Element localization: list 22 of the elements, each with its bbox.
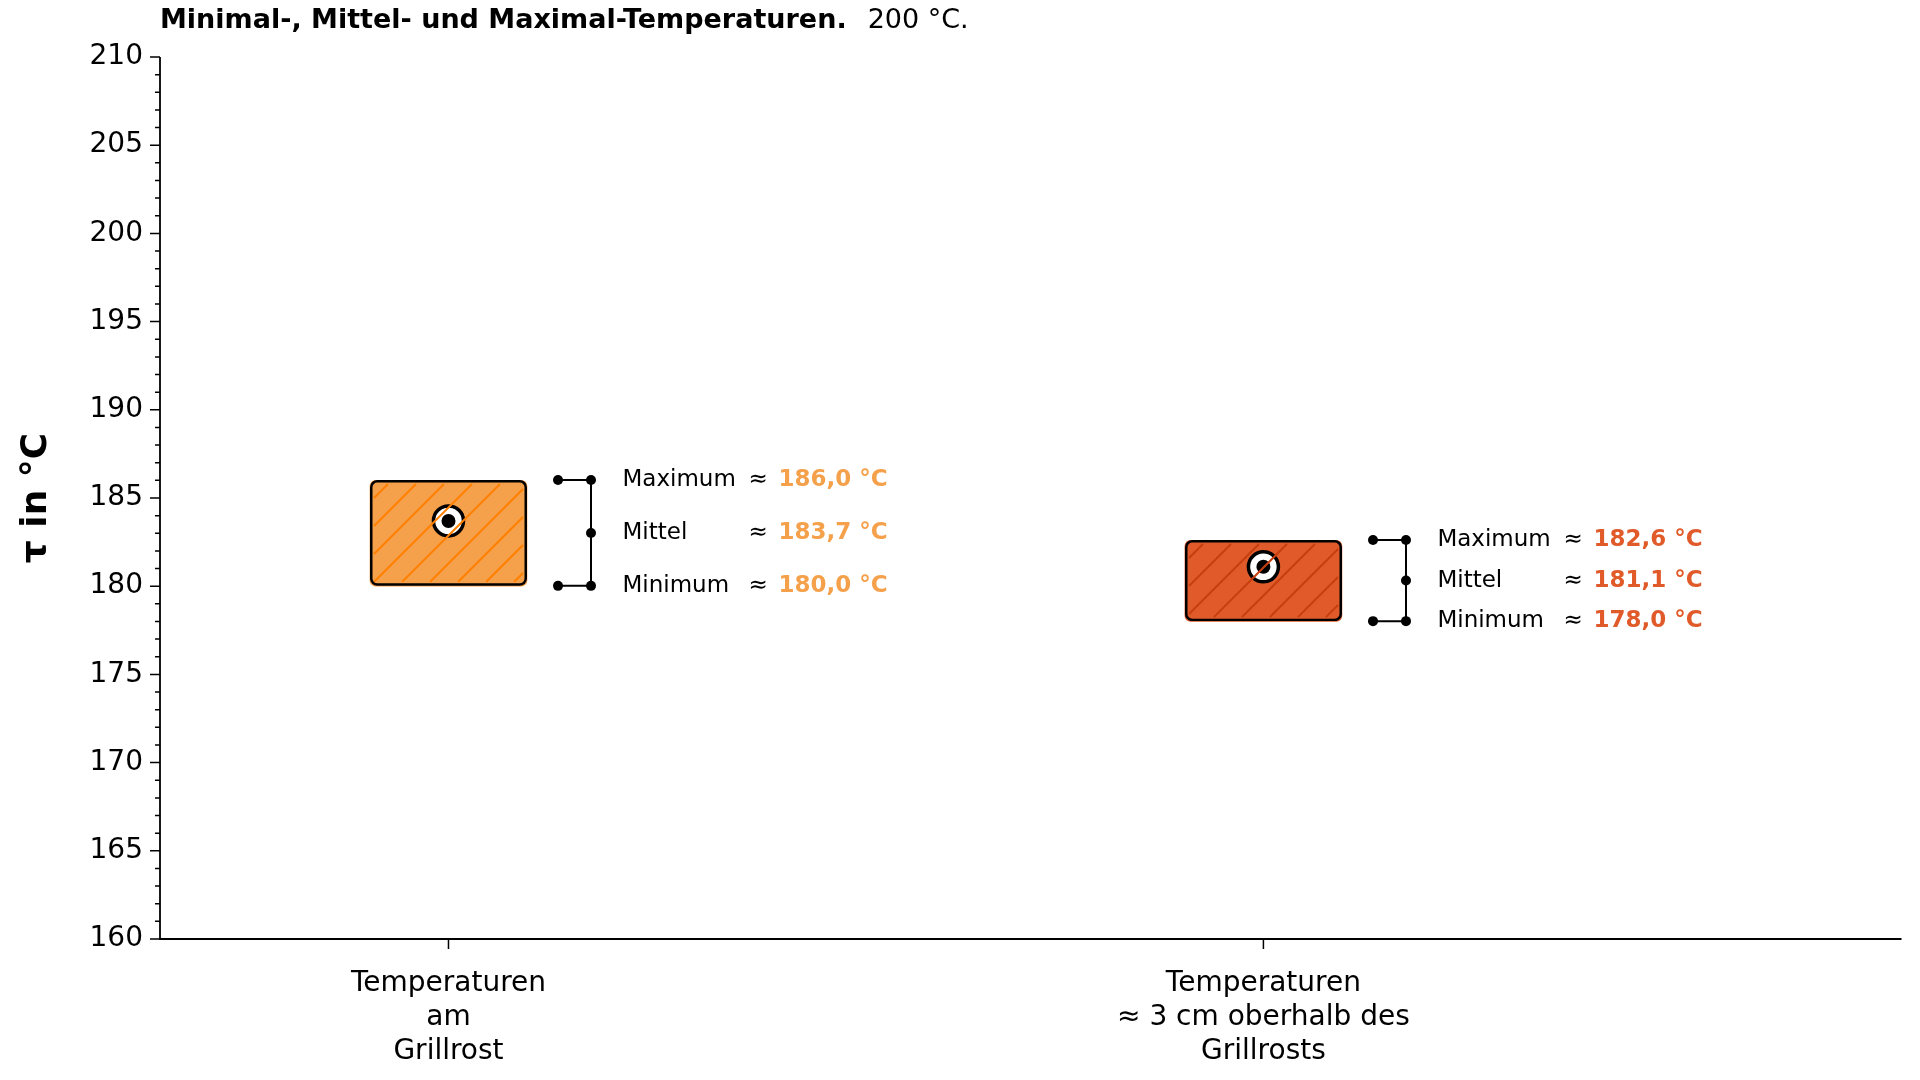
chart-title: Minimal-, Mittel- und Maximal-Temperaturen. [160,3,847,35]
annotation: Minimum ≈ 178,0 °C [1437,606,1703,633]
annotation: Maximum ≈ 182,6 °C [1437,525,1703,552]
chart-subtitle: 200 °C. [867,3,969,35]
y-axis-title: τ in °C [12,432,54,564]
y-tick-label: 205 [89,126,143,160]
y-tick-label: 195 [89,302,143,336]
x-tick-label: Temperaturen ≈ 3 cm oberhalb des Grillrosts [1117,965,1410,1067]
y-tick-label: 185 [89,479,143,513]
y-tick-label: 180 [89,567,143,601]
y-tick-label: 170 [89,743,143,777]
text: Mittel ≈ 183,7 °C [622,518,888,545]
annotation: Maximum ≈ 186,0 °C [622,465,888,492]
text: Mittel ≈ 181,1 °C [1437,565,1703,592]
y-tick-label: 160 [89,920,143,954]
y-tick-label: 165 [89,832,143,866]
y-tick-label: 200 [89,214,143,248]
annotation: Minimum ≈ 180,0 °C [622,571,888,598]
y-tick-label: 210 [89,38,143,72]
y-tick-label: 190 [89,391,143,425]
y-tick-label: 175 [89,655,143,689]
x-tick-label: Temperaturen am Grillrost [349,965,547,1067]
